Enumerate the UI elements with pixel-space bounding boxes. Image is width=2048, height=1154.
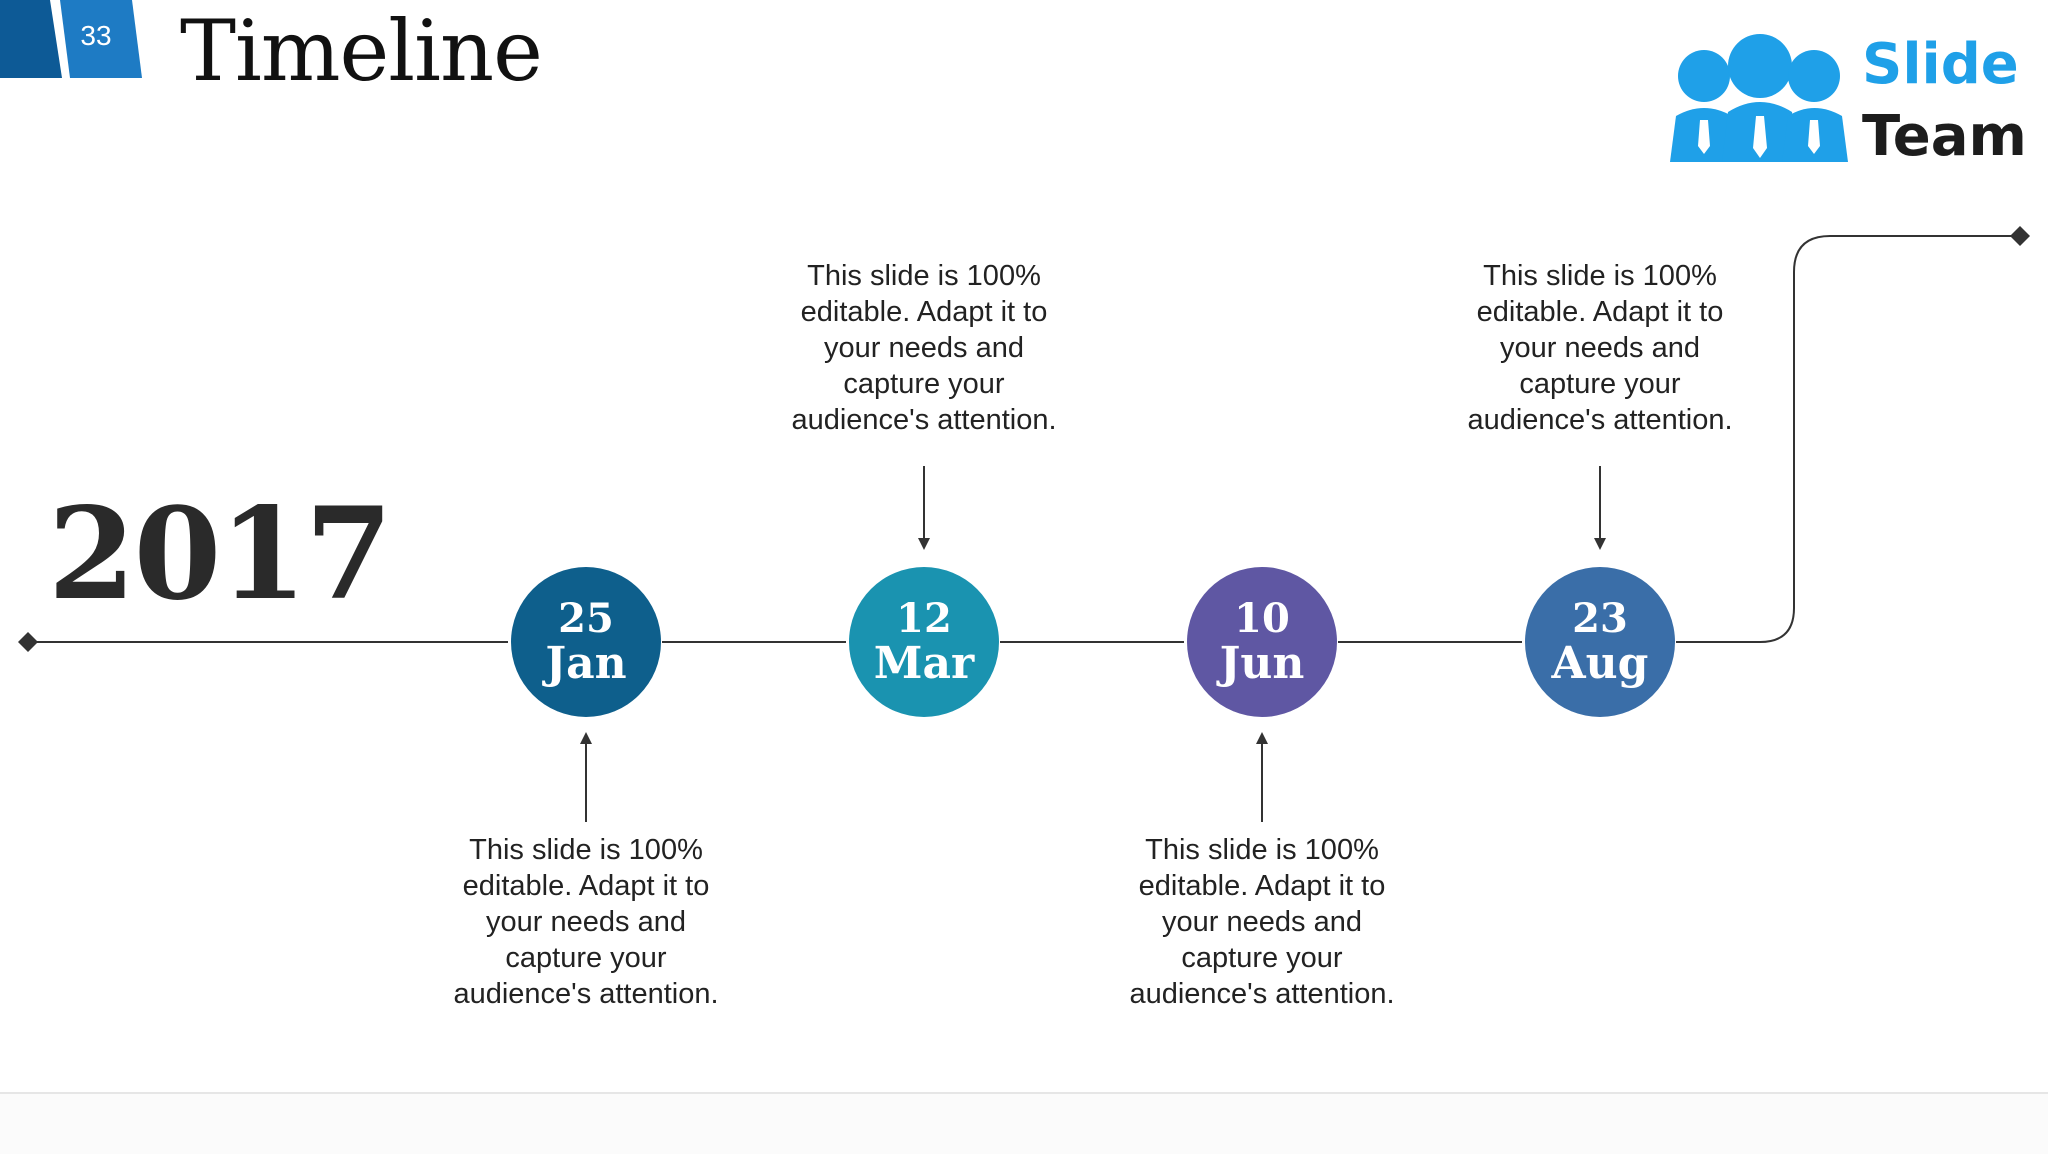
arrowhead-up-icon [1256,732,1268,744]
arrowhead-down-icon [1594,538,1606,550]
milestone-circle-jan: 25 Jan [511,567,661,717]
milestone-description-mar: This slide is 100% editable. Adapt it to… [791,260,1057,436]
milestone-circle-aug: 23 Aug [1525,567,1675,717]
slideteam-logo-icon [1670,34,1848,162]
milestone-day: 23 [1572,594,1628,642]
timeline-line-end [1676,235,2020,643]
timeline-year: 2017 [48,480,393,628]
milestone-circle-jun: 10 Jun [1187,567,1337,717]
page-title: Timeline [180,2,543,100]
footer-strip [0,1092,2048,1154]
milestone-description-jun: This slide is 100% editable. Adapt it to… [1129,834,1395,1010]
arrowhead-up-icon [580,732,592,744]
milestone-day: 12 [896,594,952,642]
slide-number-tab [0,0,142,78]
milestone-day: 10 [1234,594,1290,642]
milestone-month: Jun [1219,637,1305,689]
slide-number: 33 [80,20,112,51]
diamond-end-icon [2010,226,2030,246]
milestone-day: 25 [558,594,614,642]
diamond-start-icon [18,632,38,652]
logo-word-team: Team [1862,104,2027,169]
slide-canvas: 33 Timeline Slide Team 2017 [0,0,2030,1010]
timeline-connector-lines [18,226,2030,822]
milestone-month: Jan [545,637,627,689]
arrowhead-down-icon [918,538,930,550]
milestone-circle-mar: 12 Mar [849,567,999,717]
milestone-month: Aug [1551,637,1649,689]
milestone-description-aug: This slide is 100% editable. Adapt it to… [1467,260,1733,436]
milestone-description-jan: This slide is 100% editable. Adapt it to… [453,834,719,1010]
logo-word-slide: Slide [1862,32,2019,97]
milestone-month: Mar [873,637,975,689]
